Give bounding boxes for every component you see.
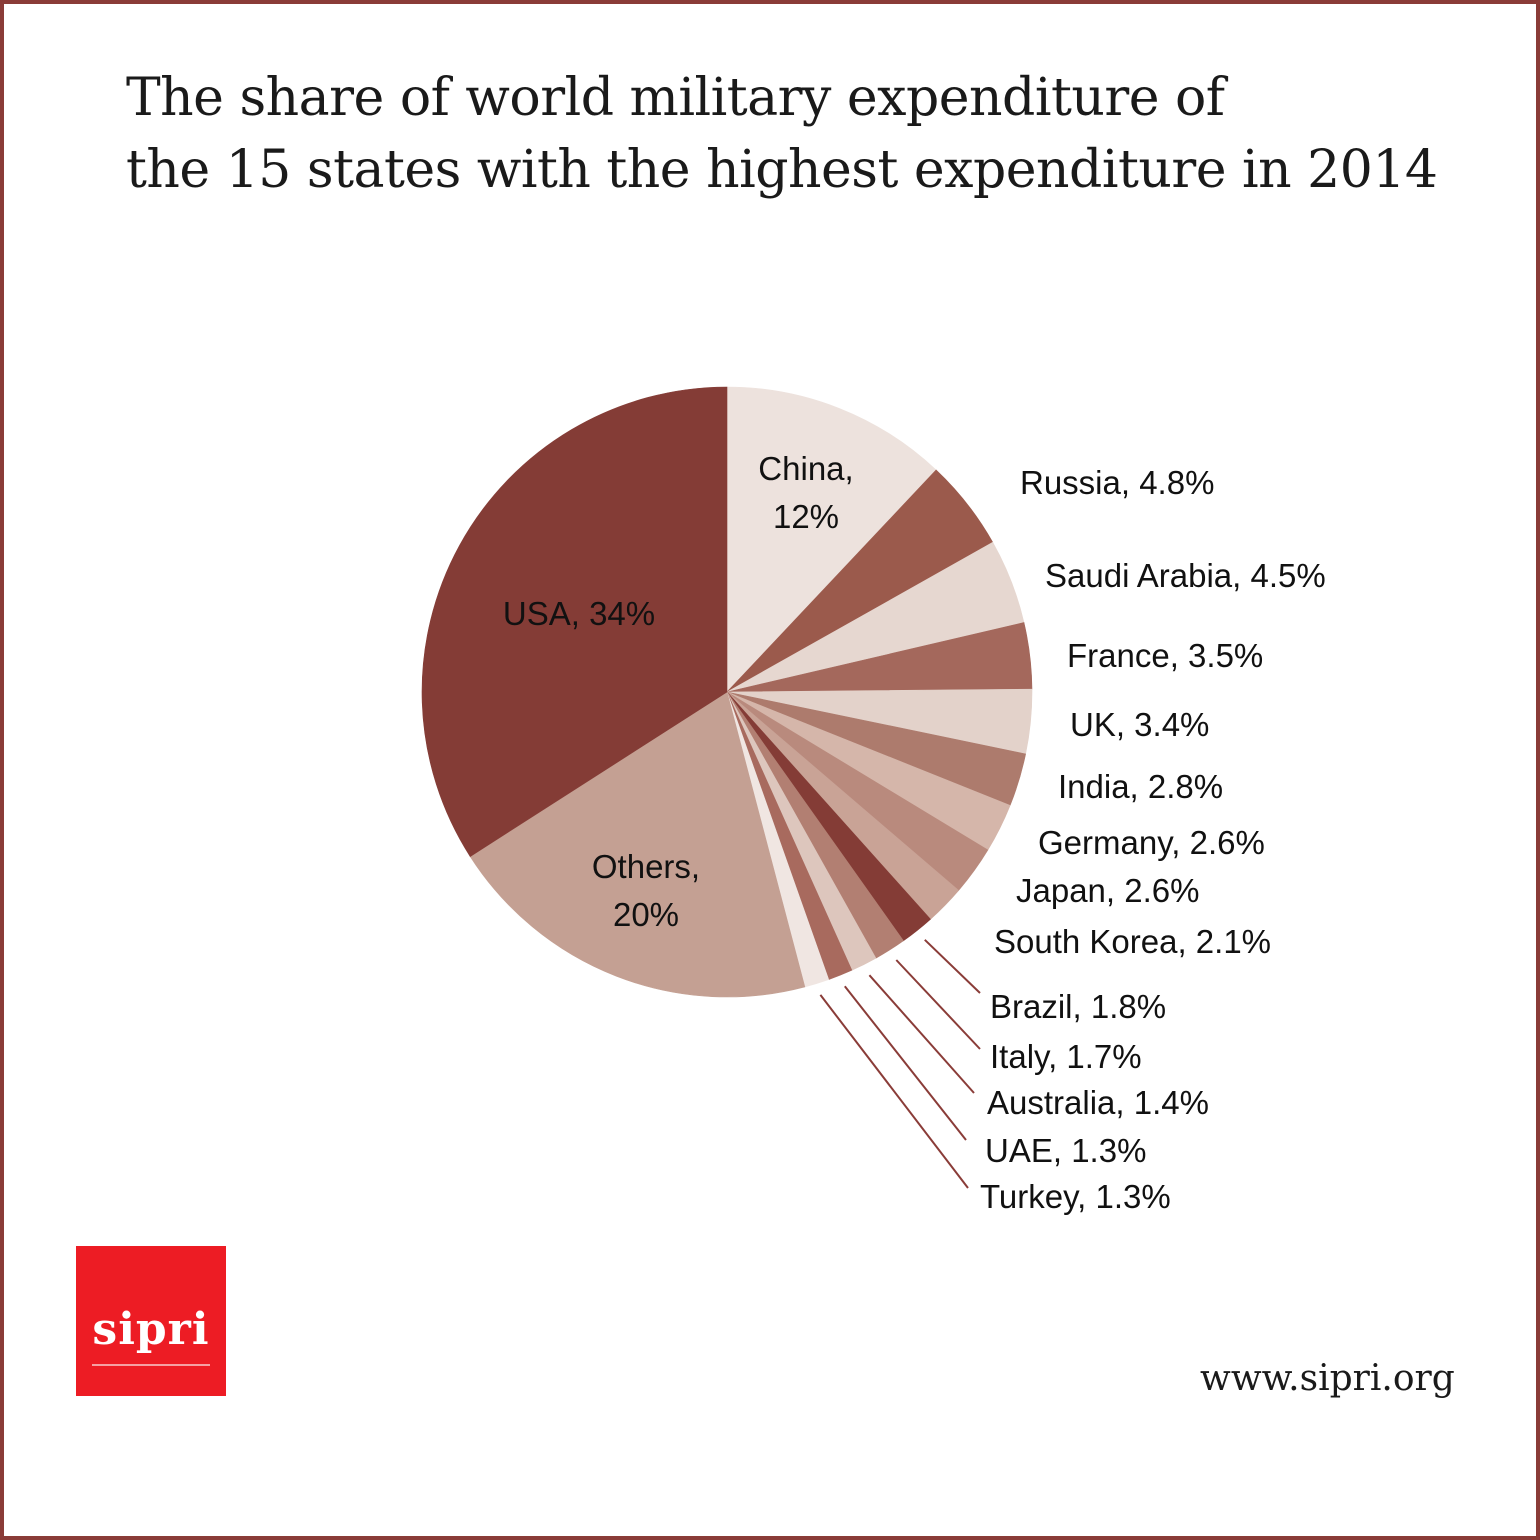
slice-label-others: Others, 20% xyxy=(592,848,700,933)
slice-label-australia: Australia, 1.4% xyxy=(987,1084,1209,1121)
chart-title-line-1: The share of world military expenditure … xyxy=(126,68,1225,128)
slice-label-japan: Japan, 2.6% xyxy=(1016,872,1199,909)
slice-label-brazil: Brazil, 1.8% xyxy=(990,988,1166,1025)
slice-label-usa: USA, 34% xyxy=(503,595,655,632)
slice-label-india: India, 2.8% xyxy=(1058,768,1223,805)
slice-label-germany: Germany, 2.6% xyxy=(1038,824,1265,861)
logo-underline xyxy=(92,1364,210,1366)
leader-line-turkey xyxy=(819,994,969,1189)
slice-label-turkey: Turkey, 1.3% xyxy=(980,1178,1171,1215)
slice-label-china: China, 12% xyxy=(758,450,853,535)
website-url[interactable]: www.sipri.org xyxy=(1200,1358,1455,1399)
leader-line-italy xyxy=(895,959,981,1050)
slice-label-italy: Italy, 1.7% xyxy=(990,1038,1142,1075)
logo-text: sipri xyxy=(92,1304,210,1355)
slice-labels: China, 12% Russia, 4.8% Saudi Arabia, 4.5% F… xyxy=(503,450,1326,1215)
slice-label-south-korea: South Korea, 2.1% xyxy=(994,923,1271,960)
slice-label-saudi-arabia: Saudi Arabia, 4.5% xyxy=(1045,557,1326,594)
leader-line-brazil xyxy=(924,939,981,994)
slice-label-uk: UK, 3.4% xyxy=(1070,706,1209,743)
slice-label-uae: UAE, 1.3% xyxy=(985,1132,1146,1169)
leader-line-uae xyxy=(844,985,967,1141)
chart-title: The share of world military expenditure … xyxy=(126,62,1438,206)
pie-slice-china xyxy=(726,386,937,693)
slice-label-russia: Russia, 4.8% xyxy=(1020,464,1214,501)
leader-line-australia xyxy=(868,974,975,1094)
slice-label-france: France, 3.5% xyxy=(1067,637,1263,674)
pie-slice-others xyxy=(469,691,806,998)
pie-slices xyxy=(421,386,1033,998)
sipri-logo: sipri xyxy=(76,1246,226,1396)
leader-lines xyxy=(819,939,981,1189)
chart-title-line-2: the 15 states with the highest expenditu… xyxy=(126,140,1438,200)
pie-slice-usa xyxy=(421,386,728,857)
